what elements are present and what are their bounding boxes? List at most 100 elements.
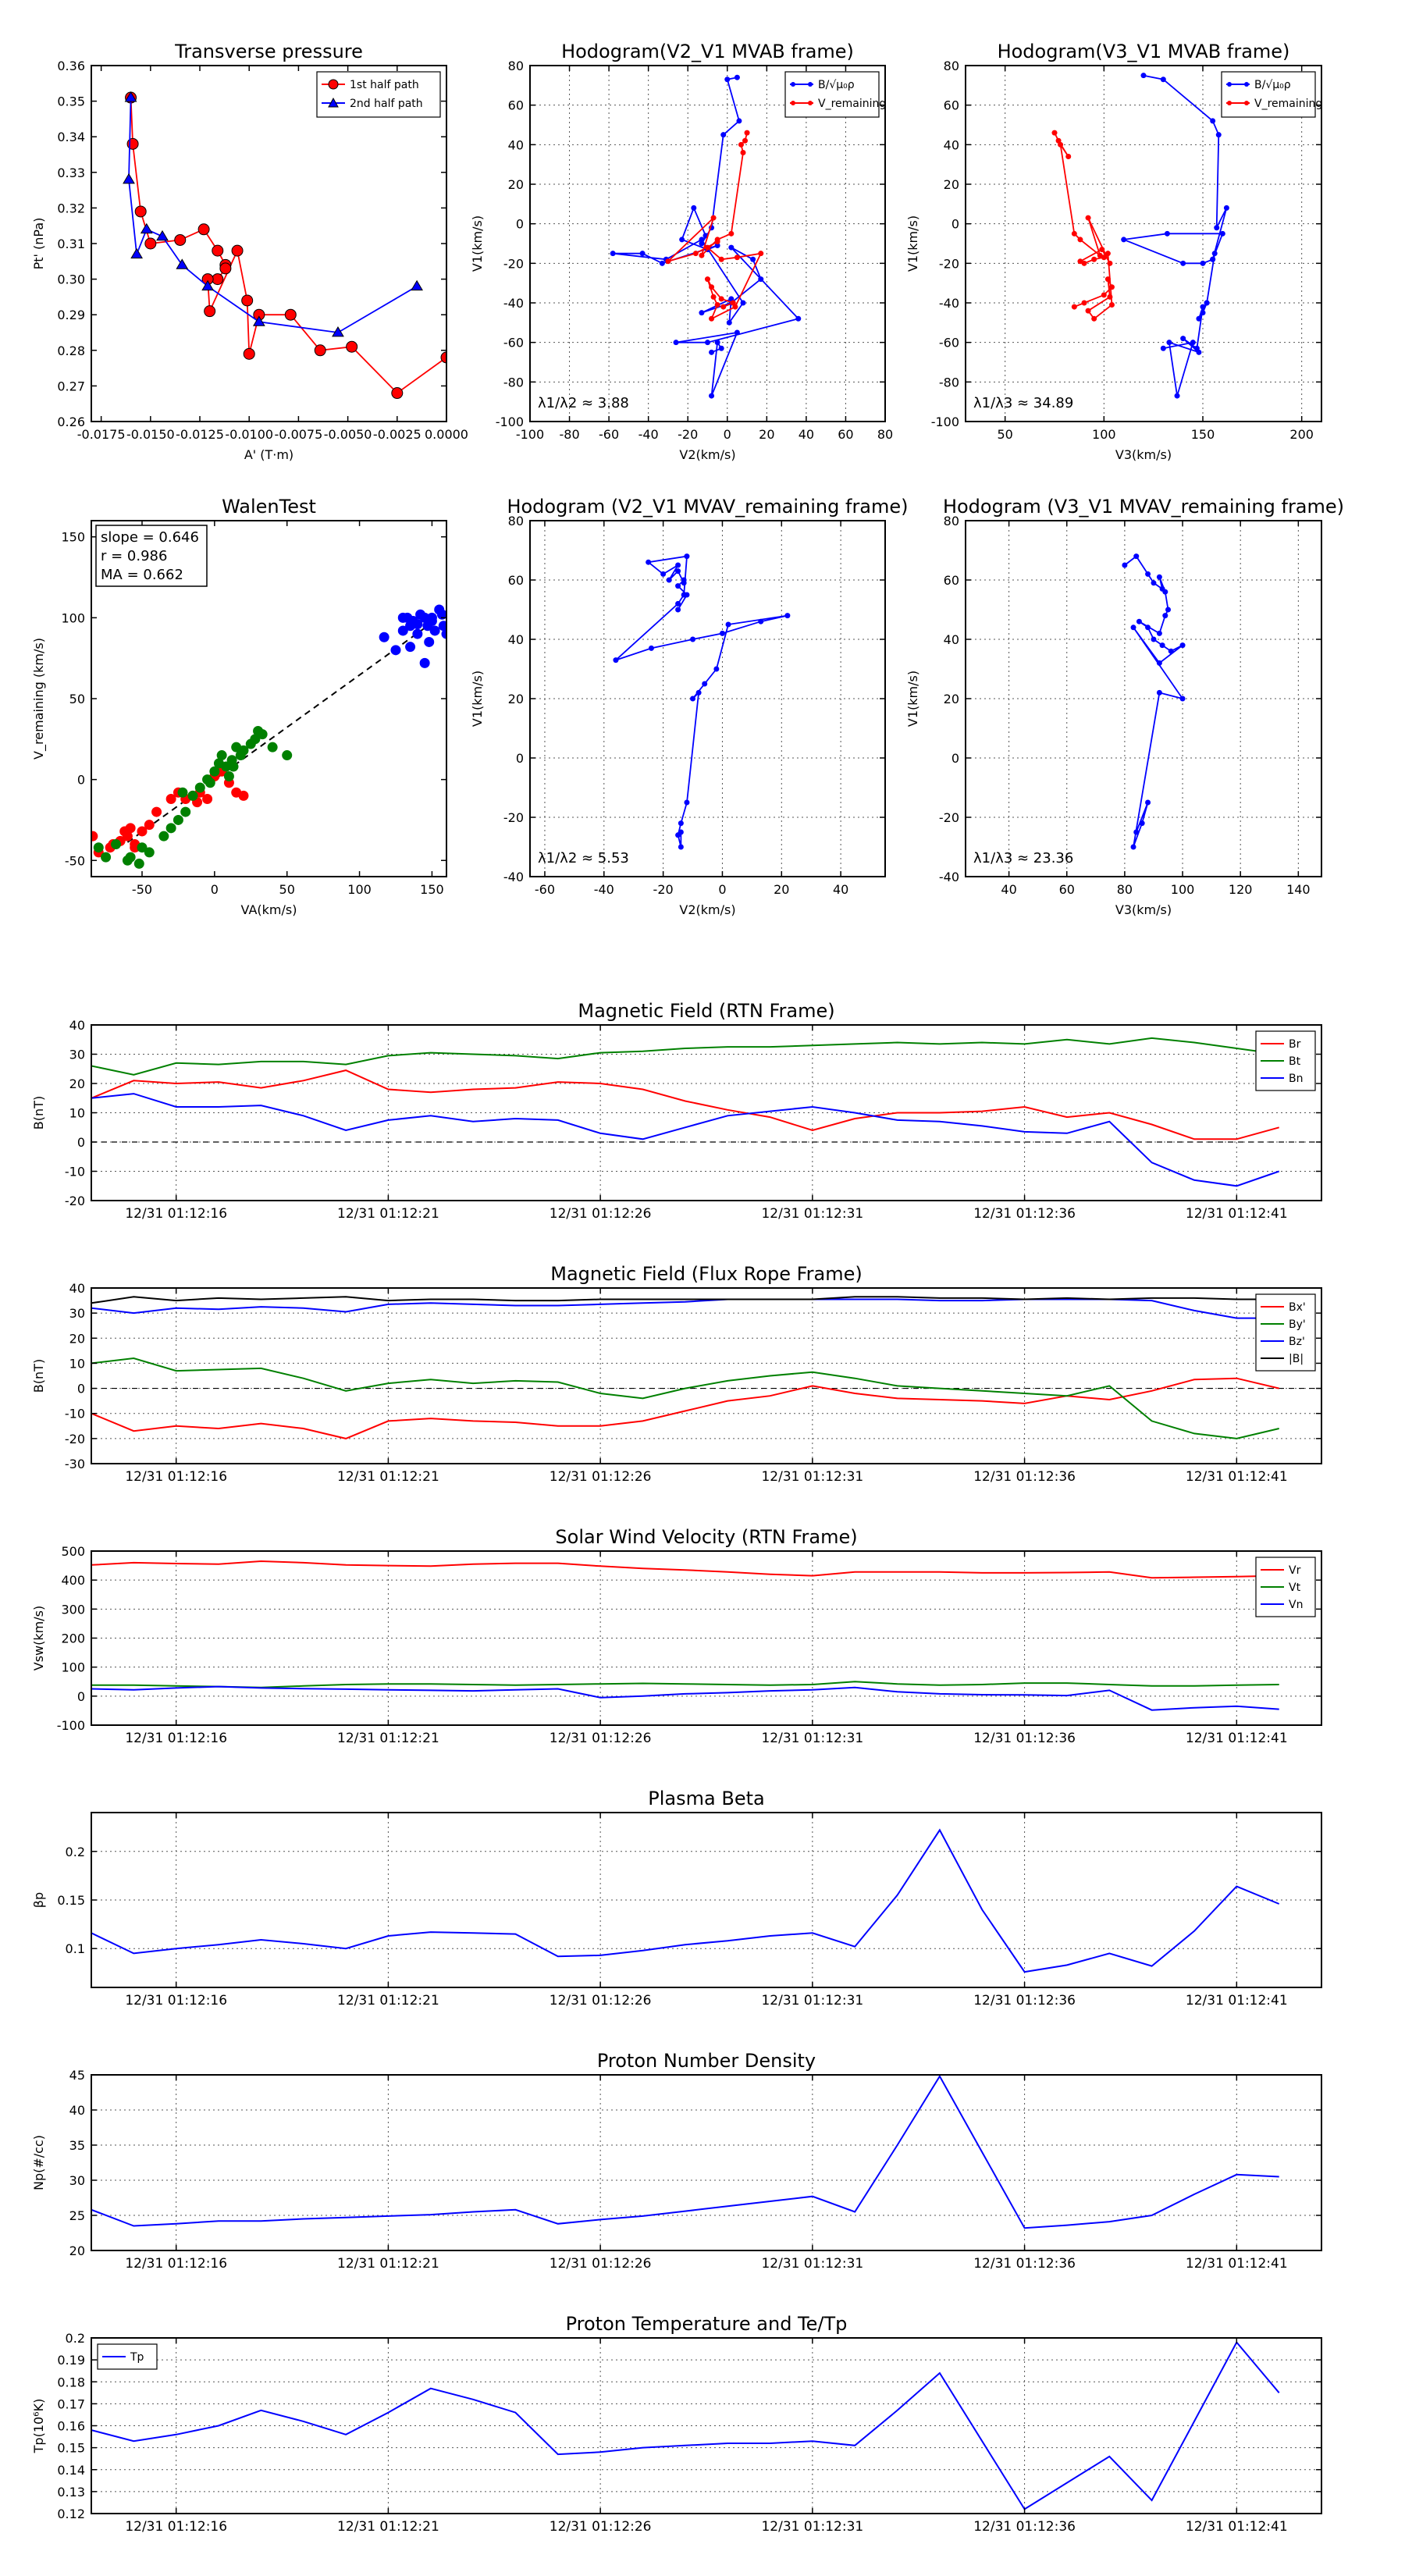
y-tick-label: 150 [61,530,85,545]
data-point [1156,630,1162,636]
stats-line: slope = 0.646 [101,529,199,546]
x-tick-label: 12/31 01:12:31 [761,2519,863,2535]
x-axis-label: V2(km/s) [679,902,735,917]
x-tick-label: 50 [997,427,1012,442]
data-point [691,205,697,211]
series-line [91,1037,1279,1076]
x-tick-label: -0.0050 [324,427,372,442]
data-point [243,347,255,360]
x-tick-label: 120 [1229,882,1253,897]
y-tick-label: 0 [951,751,959,766]
data-point [1179,642,1186,649]
y-axis-label: βp [31,1892,46,1908]
y-tick-label: 0.27 [57,379,85,393]
plot-area [1051,73,1229,399]
data-point [679,237,685,243]
legend-marker [791,101,795,105]
data-point [177,787,188,798]
x-tick-label: 50 [279,882,295,897]
series-bfield-2 [91,1093,1280,1187]
plot-area [610,74,802,399]
data-point [1210,118,1216,124]
data-point [678,844,684,850]
legend: Vr Vt Vn [1255,1557,1316,1617]
y-tick-label: 40 [69,1018,85,1033]
data-point [137,826,148,837]
data-point [702,681,708,687]
y-tick-label: 20 [508,177,524,192]
chart-vsw: 12/31 01:12:16 12/31 01:12:21 12/31 01:12:… [31,1526,1322,1746]
chart-title: Hodogram (V3_V1 MVAV_remaining frame) [943,496,1344,518]
y-tick-label: 0.31 [57,237,85,251]
legend-label: Bn [1289,1073,1303,1085]
data-point [1160,76,1166,83]
data-point [709,349,715,355]
x-tick-label: 12/31 01:12:26 [550,1469,652,1485]
y-tick-label: 0.2 [66,2331,85,2346]
data-point [257,729,268,740]
data-point [165,794,176,805]
data-point [231,244,244,257]
y-tick-label: 20 [944,692,959,706]
data-point [734,74,740,80]
data-point [137,842,148,853]
x-tick-label: 12/31 01:12:16 [125,1731,227,1746]
x-tick-label: 12/31 01:12:36 [973,2519,1076,2535]
data-point [684,553,690,560]
x-tick-label: -0.0025 [373,427,422,442]
x-tick-label: -0.0125 [176,427,224,442]
data-point [795,315,802,322]
legend-label: Bz' [1289,1336,1305,1348]
x-tick-label: 12/31 01:12:21 [337,1206,439,1222]
y-tick-label: 0.34 [57,130,85,144]
data-point [705,340,710,346]
x-tick-label: 0 [211,882,219,897]
data-point [742,137,749,144]
x-tick-label: 140 [1286,882,1311,897]
data-point [758,276,764,283]
series-np-0 [91,2075,1279,2229]
data-point [1180,336,1186,342]
x-tick-label: 40 [1001,882,1016,897]
legend: B/√μ₀ρ V_remaining [1221,71,1322,118]
chart-bfield: 12/31 01:12:16 12/31 01:12:21 12/31 01:12:… [31,1000,1322,1222]
data-point [1168,648,1174,654]
y-tick-label: 0 [77,1135,85,1150]
x-tick-label: 100 [1171,882,1195,897]
y-tick-label: 60 [944,573,959,588]
x-tick-label: 12/31 01:12:26 [550,1993,652,2008]
legend-marker [1227,82,1232,87]
data-point [284,308,297,321]
data-point [212,244,224,257]
x-tick-label: 12/31 01:12:41 [1186,1206,1288,1222]
x-tick-label: 12/31 01:12:16 [125,2519,227,2535]
y-tick-label: 60 [508,573,524,588]
y-tick-label: 100 [61,610,85,625]
data-point [1166,340,1172,346]
y-tick-label: 500 [61,1544,85,1559]
y-tick-label: 0.14 [57,2463,85,2478]
data-point [705,276,710,283]
series-line [91,1069,1279,1140]
x-tick-label: 12/31 01:12:21 [337,1731,439,1746]
series-vsw-2 [91,1685,1279,1711]
data-point [681,580,687,586]
legend-label: V_remaining [1254,98,1322,110]
x-tick-label: 200 [1289,427,1314,442]
series-h21-1 [665,130,764,322]
data-point [1159,642,1165,649]
data-point [223,770,234,781]
x-tick-label: -20 [678,427,698,442]
plot-frame [91,1287,1322,1464]
data-point [1081,260,1087,266]
data-point [610,251,616,257]
data-point [1130,844,1136,850]
data-point [1215,132,1222,138]
x-tick-label: 12/31 01:12:31 [761,1206,863,1222]
data-point [411,279,423,291]
data-point [709,393,715,399]
plot-area [123,91,446,400]
series-line [1124,555,1185,848]
data-point [1081,300,1087,306]
